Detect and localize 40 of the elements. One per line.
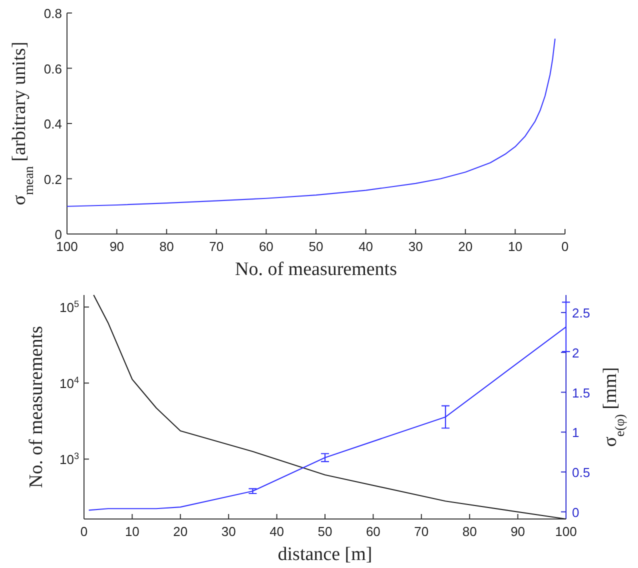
x-tick-label: 0 [561, 239, 569, 254]
y2-tick-label: 0.5 [572, 464, 590, 480]
line-series [66, 38, 556, 207]
x-tick-label: 70 [209, 239, 224, 254]
y-tick-label: 0 [54, 227, 62, 242]
x-tick-label: 20 [458, 239, 473, 254]
y2-tick-label: 0 [572, 504, 580, 520]
x-tick-label: 50 [308, 239, 324, 254]
x-tick-label: 100 [56, 239, 78, 254]
y-tick-label: 0.2 [44, 172, 62, 187]
y2-tick-label: 2 [572, 345, 580, 360]
y2-tick-label: 2.5 [572, 306, 590, 321]
y-tick-label: 0.6 [44, 61, 62, 76]
y-tick-label: 10$^{4}$ [59, 375, 79, 392]
x-tick-label: 30 [408, 239, 423, 254]
x-tick-label: 10 [124, 524, 140, 539]
x-axis-title: No. of measurements [235, 259, 397, 280]
x-tick-label: 10 [508, 239, 522, 254]
y-axis-title: No. of measurements [26, 326, 47, 488]
line-series [93, 294, 567, 520]
y-tick-label: 0.8 [44, 6, 62, 21]
x-tick-label: 40 [270, 524, 284, 539]
x-tick-label: 100 [555, 524, 577, 539]
y-tick-label: 10$^{3}$ [59, 451, 79, 468]
x-tick-label: 20 [173, 524, 188, 539]
x-tick-label: 70 [414, 524, 429, 539]
x-tick-label: 90 [110, 239, 124, 254]
x-tick-label: 50 [318, 524, 332, 539]
x-tick-label: 30 [221, 524, 236, 539]
y2-tick-label: 1 [572, 425, 580, 440]
x-tick-label: 80 [159, 239, 174, 254]
x-tick-label: 90 [510, 524, 526, 539]
x-tick-label: 80 [462, 524, 477, 539]
y-tick-label: 10$^{5}$ [59, 299, 79, 316]
x-tick-label: 60 [258, 239, 274, 254]
x-tick-label: 60 [366, 524, 380, 539]
x-axis-title: distance [m] [278, 544, 372, 565]
y2-tick-label: 1.5 [572, 385, 590, 400]
y-tick-label: 0.4 [44, 116, 62, 132]
x-tick-label: 40 [358, 239, 374, 254]
